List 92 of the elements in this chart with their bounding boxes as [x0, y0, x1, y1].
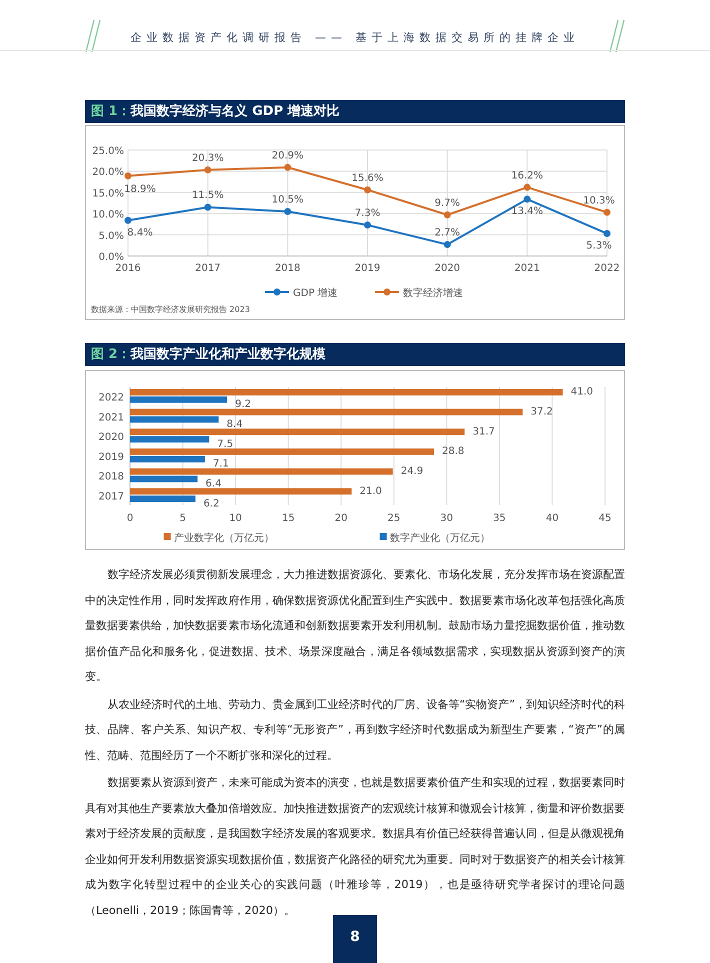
data-label: 6.2	[203, 498, 220, 510]
data-label: 24.9	[400, 466, 424, 478]
x-tick-label: 2021	[514, 263, 540, 274]
x-tick-label: 20	[334, 513, 348, 524]
x-tick-label: 2017	[195, 263, 221, 274]
point	[444, 241, 451, 248]
legend-label: 数字产业化（万亿元）	[390, 532, 490, 544]
bar	[130, 468, 393, 475]
point	[124, 172, 132, 180]
point	[364, 186, 371, 194]
bar	[130, 408, 523, 416]
x-tick-label: 2016	[115, 263, 141, 274]
bar	[130, 448, 434, 455]
point	[204, 204, 212, 211]
text: 企业数据资产化调研报告 —— 基于上海数据交易所的挂牌企业	[130, 30, 580, 45]
x-tick-label: 45	[598, 513, 612, 524]
y-tick-label: 15.0%	[92, 188, 124, 200]
data-label: 20.3%	[192, 152, 224, 164]
data-label: 8.4%	[127, 227, 153, 238]
x-tick-label: 5	[180, 513, 186, 524]
data-label: 6.4	[206, 478, 222, 490]
data-label: 9.7%	[434, 198, 460, 209]
x-tick-label: 2022	[594, 263, 620, 274]
bar	[130, 476, 198, 482]
point	[604, 208, 610, 216]
bar	[130, 388, 563, 396]
point	[284, 208, 292, 215]
point	[284, 164, 292, 171]
data-label: 9.2	[235, 399, 252, 410]
legend-label: 产业数字化（万亿元）	[174, 532, 274, 544]
point	[524, 196, 531, 203]
y-tick-label: 2018	[98, 472, 124, 483]
text: 从农业经济时代的土地、劳动力、贵金属到工业经济时代的厂房、设备等“实物资产”，到知识经济时代的科技、品牌、客户关系、知识产权、专利等“无形资产”，再到数字经济时代数据成为新型生产要素，“资产”的属性、范畴、范围经历了一个不断扩张和深化的过程。	[85, 696, 625, 764]
data-label: 11.5%	[192, 190, 224, 202]
text: 数字经济发展必须贯彻新发展理念，大力推进数据资源化、要素化、市场化发展，充分发挥市场在资源配置中的决定性作用，同时发挥政府作用，确保数据资源优化配置到生产实践中。数据要素市场化改革包括强化高质量数据要素供给，加快数据要素市场化流通和创新数据要素开发利用机制。鼓励市场力量挖掘数据价值，推动数据价值产品化和服务化，促进数据、技术、场景深度融合，满足各领域数据需求，实现数据从资源到资产的演变。	[85, 567, 625, 685]
legend-label: GDP 增速	[293, 287, 338, 299]
data-label: 5.3%	[586, 240, 612, 252]
bar	[130, 396, 228, 403]
point	[604, 230, 610, 238]
data-label: 28.8	[442, 446, 464, 458]
data-label: 21.0	[360, 486, 382, 497]
point	[364, 222, 371, 229]
data-label: 7.5	[217, 438, 234, 450]
bar	[130, 496, 196, 502]
y-tick-label: 5.0%	[98, 230, 124, 242]
point	[524, 184, 531, 191]
bar	[130, 416, 219, 423]
x-tick-label: 2020	[434, 263, 460, 274]
data-label: 13.4%	[511, 206, 544, 218]
bar	[130, 436, 210, 443]
data-label: 7.3%	[354, 208, 380, 220]
data-label: 41.0	[570, 386, 594, 398]
y-tick-label: 25.0%	[92, 146, 124, 157]
point	[444, 211, 451, 218]
x-tick-label: 25	[388, 513, 400, 524]
data-label: 18.9%	[124, 184, 156, 195]
y-tick-label: 2017	[98, 492, 124, 503]
data-label: 15.6%	[352, 172, 384, 184]
bar	[130, 488, 352, 495]
x-tick-label: 15	[282, 513, 295, 524]
data-label: 20.9%	[272, 150, 304, 162]
x-tick-label: 35	[493, 513, 506, 524]
bar	[130, 428, 465, 436]
data-label: 10.5%	[272, 194, 304, 206]
source-note: 数据来源：中国数字经济发展研究报告 2023	[91, 305, 250, 314]
legend-label: 数字经济增速	[403, 287, 463, 299]
data-label: 31.7	[472, 426, 495, 438]
y-tick-label: 2022	[98, 392, 124, 404]
y-tick-label: 20.0%	[92, 167, 124, 178]
chart-title: 图 2：我国数字产业化和产业数字化规模	[85, 343, 625, 366]
y-tick-label: 10.0%	[92, 210, 124, 221]
x-tick-label: 40	[546, 513, 559, 524]
data-label: 2.7%	[434, 228, 460, 239]
x-tick-label: 30	[440, 513, 454, 524]
y-tick-label: 2020	[98, 432, 124, 444]
x-tick-label: 2018	[274, 263, 300, 274]
data-label: 7.1	[212, 458, 229, 470]
data-label: 16.2%	[511, 170, 544, 182]
x-tick-label: 10	[229, 513, 242, 524]
y-tick-label: 0.0%	[98, 252, 124, 263]
chart-title: 图 1：我国数字经济与名义 GDP 增速对比	[85, 100, 625, 123]
bar	[130, 456, 205, 462]
x-tick-label: 0	[126, 513, 134, 524]
text: 8	[333, 915, 377, 963]
data-label: 10.3%	[583, 195, 615, 206]
point	[204, 166, 212, 174]
point	[124, 216, 132, 224]
y-tick-label: 2021	[98, 412, 124, 424]
x-tick-label: 2019	[354, 263, 380, 274]
data-label: 37.2	[530, 406, 553, 418]
data-label: 8.4	[226, 418, 243, 430]
y-tick-label: 2019	[98, 452, 124, 463]
